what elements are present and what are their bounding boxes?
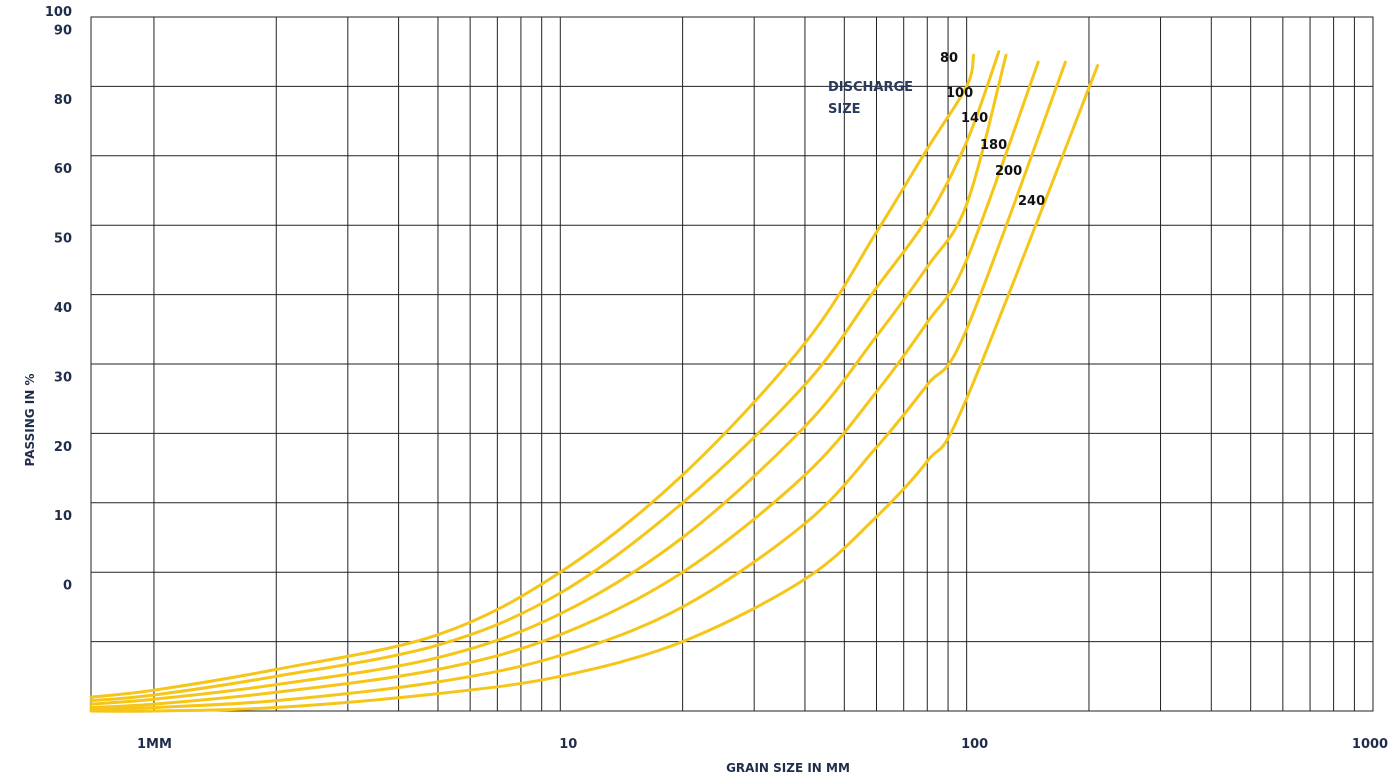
series-line-180 [89,60,1040,709]
x-axis-title: GRAIN SIZE IN MM [726,761,850,775]
x-tick-label: 100 [961,737,988,752]
chart-series [89,50,1100,713]
y-tick-label: 10 [54,509,72,524]
series-line-140 [89,53,1008,706]
y-tick-label: 0 [63,579,72,594]
y-tick-label: 60 [54,162,72,177]
y-tick-label: 50 [54,232,72,247]
series-label-240: 240 [1018,194,1045,209]
series-line-80 [89,53,976,699]
y-tick-label: 90 [54,23,72,38]
x-tick-labels: 1MM 10 100 1000 [137,737,1388,752]
y-tick-label: 80 [54,93,72,108]
annotation-line-2: SIZE [828,102,861,117]
y-tick-label: 20 [54,440,72,455]
y-tick-label: 100 [45,5,72,20]
series-labels: 80 100 140 180 200 240 [940,51,1045,209]
y-tick-label: 30 [54,370,72,385]
annotation-line-1: DISCHARGE [828,80,913,95]
chart-grid [90,16,1374,712]
discharge-size-annotation: DISCHARGE SIZE [828,80,918,117]
y-axis-title: PASSING IN % [23,374,37,467]
series-label-100: 100 [946,86,973,101]
series-line-200 [89,60,1067,712]
y-tick-label: 40 [54,301,72,316]
series-label-200: 200 [995,164,1022,179]
x-tick-label: 10 [559,737,577,752]
series-label-140: 140 [961,111,988,126]
series-label-180: 180 [980,138,1007,153]
series-label-80: 80 [940,51,958,66]
x-tick-label: 1000 [1352,737,1388,752]
series-line-240 [89,64,1100,713]
x-tick-label: 1MM [137,737,172,752]
series-line-100 [89,50,1001,703]
